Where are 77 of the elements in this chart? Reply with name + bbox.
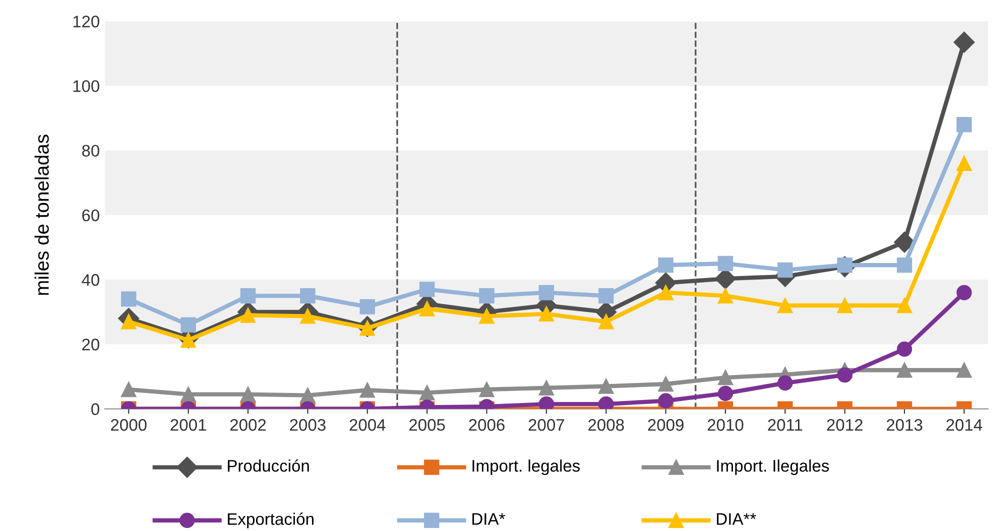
- y-tick-label: 40: [82, 274, 100, 286]
- x-tick-label: 2004: [350, 419, 386, 431]
- legend-label: DIA**: [716, 513, 756, 525]
- point: [538, 396, 554, 409]
- point: [419, 301, 435, 316]
- point: [956, 284, 972, 300]
- point: [121, 291, 136, 307]
- point: [300, 308, 316, 324]
- x-tick-label: 2010: [708, 419, 744, 431]
- x-tick-label: 2013: [886, 419, 922, 431]
- point: [479, 382, 494, 398]
- x-tick-label: 2009: [648, 419, 684, 431]
- x-tick-label: 2002: [230, 419, 266, 431]
- x-tick-label: 2000: [110, 419, 147, 431]
- point: [718, 386, 734, 402]
- y-axis-title: miles de toneladas: [34, 134, 49, 295]
- y-tick-label: 0: [91, 403, 100, 416]
- x-tick-label: 2007: [528, 419, 564, 431]
- y-tick-label: 60: [82, 209, 100, 222]
- point: [896, 362, 912, 378]
- legend-label: Producción: [228, 459, 309, 472]
- legend-label: DIA*: [472, 513, 506, 525]
- point: [419, 385, 435, 400]
- point: [538, 380, 554, 396]
- point: [121, 382, 136, 398]
- point: [658, 393, 674, 408]
- point: [658, 376, 674, 392]
- x-tick-label: 2003: [290, 419, 326, 431]
- point: [777, 298, 793, 314]
- point: [240, 288, 256, 304]
- x-tick-label: 2008: [588, 419, 624, 431]
- point: [360, 299, 376, 314]
- point: [180, 386, 196, 402]
- point: [837, 298, 852, 314]
- legend-label: Import. legales: [472, 460, 580, 476]
- point: [419, 282, 435, 297]
- point: [240, 386, 256, 402]
- y-tick-label: 100: [73, 80, 100, 92]
- y-tick-label: 120: [73, 16, 100, 28]
- legend-label: Exportación: [228, 512, 314, 528]
- y-tick-label: 80: [82, 144, 100, 157]
- point: [538, 284, 554, 300]
- point: [777, 262, 793, 278]
- point: [896, 298, 912, 314]
- point: [300, 288, 316, 304]
- point: [956, 362, 972, 378]
- legend-label: Import. Ilegales: [717, 460, 829, 476]
- point: [658, 284, 674, 300]
- point: [598, 314, 614, 330]
- x-tick-label: 2005: [409, 419, 445, 431]
- point: [956, 156, 972, 172]
- point: [718, 370, 734, 386]
- point: [718, 256, 734, 272]
- point: [360, 382, 376, 398]
- point: [658, 257, 674, 273]
- point: [896, 341, 912, 357]
- point: [479, 308, 494, 324]
- point: [180, 317, 196, 333]
- point: [956, 116, 972, 132]
- x-tick-label: 2014: [946, 419, 982, 431]
- point: [954, 32, 975, 53]
- x-tick-label: 2001: [170, 419, 206, 431]
- point: [598, 288, 614, 304]
- point: [300, 388, 316, 403]
- point: [538, 306, 554, 322]
- x-tick-label: 2011: [768, 419, 802, 431]
- x-tick-label: 2012: [827, 419, 862, 431]
- x-tick-label: 2006: [469, 419, 505, 431]
- point: [718, 288, 734, 304]
- point: [598, 396, 614, 409]
- point: [896, 257, 912, 273]
- point: [479, 288, 494, 304]
- point: [777, 375, 793, 391]
- y-tick-label: 20: [82, 338, 100, 350]
- point: [598, 378, 614, 394]
- point: [837, 367, 852, 383]
- point: [894, 232, 915, 253]
